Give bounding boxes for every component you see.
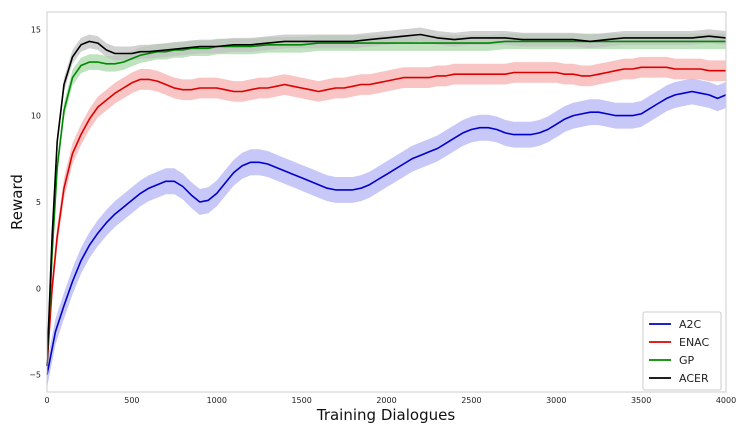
series-line-a2c — [46, 90, 727, 375]
series-line-gp — [46, 40, 726, 367]
x-axis-ticks: 0 500 1000 1500 2000 2500 3000 3500 4000 — [44, 396, 736, 405]
series-lines — [46, 33, 727, 375]
x-tick-label: 2500 — [461, 396, 481, 405]
band-a2c — [47, 78, 726, 388]
band-enac — [47, 56, 726, 377]
series-line-enac — [46, 66, 726, 367]
series-line-acer — [46, 33, 727, 367]
y-axis-title: Reward — [8, 174, 26, 230]
legend-label-gp: GP — [679, 354, 695, 367]
y-axis-ticks: −5 0 5 10 15 — [29, 25, 41, 379]
y-tick-label: 10 — [31, 112, 41, 121]
confidence-bands — [47, 27, 726, 388]
x-tick-label: 4000 — [716, 396, 736, 405]
x-tick-label: 1500 — [291, 396, 311, 405]
x-tick-label: 3500 — [631, 396, 651, 405]
x-tick-label: 0 — [44, 396, 49, 405]
y-tick-label: −5 — [29, 371, 41, 380]
legend-box — [642, 311, 722, 391]
x-tick-label: 3000 — [546, 396, 566, 405]
x-tick-label: 1000 — [207, 396, 227, 405]
legend-label-acer: ACER — [679, 372, 709, 385]
y-tick-label: 0 — [36, 284, 41, 293]
plot-frame — [46, 11, 727, 393]
band-gp — [47, 33, 726, 374]
x-tick-label: 500 — [124, 396, 139, 405]
legend-label-enac: ENAC — [679, 336, 710, 349]
x-axis-title: Training Dialogues — [316, 406, 455, 424]
x-tick-label: 2000 — [376, 396, 396, 405]
legend-label-a2c: A2C — [679, 318, 702, 331]
y-tick-label: 5 — [36, 198, 41, 207]
y-tick-label: 15 — [31, 25, 41, 34]
legend: A2C ENAC GP ACER — [642, 311, 722, 391]
